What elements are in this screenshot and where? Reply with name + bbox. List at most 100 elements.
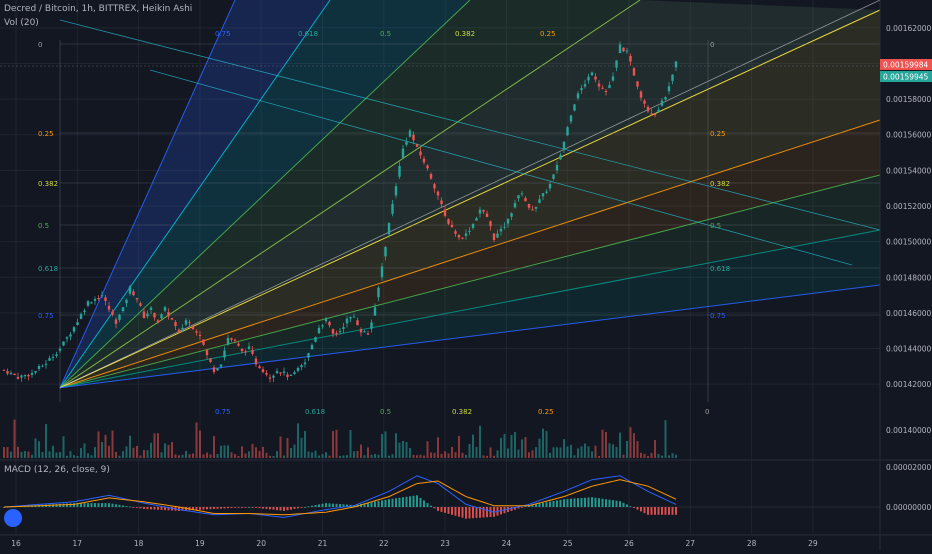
volume-bar bbox=[668, 455, 670, 458]
candle-body bbox=[6, 371, 9, 374]
candle-body bbox=[121, 307, 125, 312]
volume-bar bbox=[188, 454, 191, 458]
volume-bar bbox=[293, 444, 296, 458]
volume-bar bbox=[139, 455, 142, 458]
volume-bar bbox=[636, 441, 639, 458]
volume-bar bbox=[615, 447, 618, 458]
candle-body bbox=[293, 372, 296, 374]
volume-bar bbox=[48, 451, 51, 458]
symbol-title[interactable]: Decred / Bitcoin, 1h, BITTREX, Heikin As… bbox=[4, 4, 193, 14]
macd-histogram-bar bbox=[223, 507, 226, 509]
volume-bar bbox=[153, 433, 156, 458]
volume-bar bbox=[328, 455, 331, 458]
volume-bar bbox=[496, 450, 499, 458]
candle-body bbox=[391, 203, 394, 214]
fib-label-left: 0 bbox=[38, 41, 42, 49]
candle-body bbox=[272, 375, 275, 378]
macd-histogram-bar bbox=[531, 504, 534, 507]
volume-bar bbox=[20, 451, 23, 458]
volume-bar bbox=[661, 455, 663, 458]
candle-body bbox=[76, 322, 79, 326]
fib-label-left: 0.25 bbox=[38, 130, 54, 138]
macd-histogram-bar bbox=[542, 502, 544, 507]
volume-bar bbox=[650, 452, 653, 458]
candle-body bbox=[671, 74, 674, 81]
volume-bar bbox=[545, 430, 548, 458]
candle-body bbox=[48, 358, 51, 361]
candle-body bbox=[282, 371, 286, 373]
macd-histogram-bar bbox=[153, 507, 156, 510]
volume-bar bbox=[321, 454, 324, 458]
macd-histogram-bar bbox=[290, 507, 292, 510]
volume-bar bbox=[335, 429, 338, 458]
candle-body bbox=[139, 303, 142, 306]
macd-legend[interactable]: MACD (12, 26, close, 9) bbox=[4, 465, 110, 475]
volume-bar bbox=[391, 454, 394, 458]
macd-histogram-bar bbox=[69, 503, 72, 507]
candle-body bbox=[436, 191, 440, 196]
fib-label-top: 0.618 bbox=[298, 30, 318, 38]
volume-bars bbox=[3, 419, 677, 458]
price-badges: 0.00159984 0.00159945 bbox=[880, 59, 932, 82]
candle-body bbox=[181, 327, 184, 330]
candle-body bbox=[317, 327, 321, 334]
volume-bar bbox=[559, 447, 562, 458]
macd-histogram-bar bbox=[115, 504, 117, 507]
candle-body bbox=[174, 322, 177, 327]
macd-histogram-bar bbox=[570, 498, 572, 507]
candle-body bbox=[373, 307, 377, 316]
candle-body bbox=[34, 371, 37, 373]
candle-body bbox=[664, 97, 667, 100]
candle-body bbox=[555, 164, 559, 171]
candle-body bbox=[265, 372, 268, 375]
volume-bar bbox=[111, 430, 114, 458]
macd-histogram-bar bbox=[143, 507, 145, 509]
volume-bar bbox=[279, 436, 282, 458]
candle-body bbox=[541, 193, 545, 197]
volume-bar bbox=[97, 431, 100, 458]
macd-histogram-bar bbox=[416, 495, 418, 507]
candle-body bbox=[674, 61, 678, 68]
macd-histogram-bar bbox=[321, 503, 324, 507]
candle-body bbox=[485, 213, 489, 217]
macd-histogram-bar bbox=[202, 507, 205, 510]
macd-histogram-bar bbox=[216, 507, 219, 509]
fib-fan-line bbox=[59, 0, 641, 389]
candle-body bbox=[216, 368, 219, 371]
macd-histogram-bar bbox=[552, 500, 555, 507]
candle-body bbox=[345, 318, 349, 324]
volume-bar bbox=[45, 424, 47, 458]
candle-body bbox=[503, 226, 506, 228]
time-tick-label: 28 bbox=[747, 539, 757, 548]
volume-bar bbox=[402, 440, 404, 458]
macd-histogram-bar bbox=[461, 507, 464, 518]
fib-label-right: 0.5 bbox=[710, 222, 721, 230]
macd-histogram-bar bbox=[150, 507, 152, 510]
last-price-badge-green bbox=[880, 71, 932, 82]
macd-histogram-bar bbox=[139, 507, 142, 509]
tradingview-logo[interactable] bbox=[4, 509, 22, 527]
volume-bar bbox=[430, 452, 432, 458]
fib-label-right: 0 bbox=[710, 41, 714, 49]
macd-histogram-bar bbox=[584, 497, 586, 507]
macd-histogram-bar bbox=[234, 507, 236, 508]
fib-label-right: 0.25 bbox=[710, 130, 726, 138]
candle-body bbox=[307, 353, 310, 358]
volume-bar bbox=[66, 455, 68, 458]
volume-bar bbox=[605, 432, 607, 458]
volume-legend[interactable]: Vol (20) bbox=[4, 18, 39, 28]
macd-histogram-bar bbox=[132, 507, 135, 508]
volume-bar bbox=[626, 441, 628, 458]
volume-bar bbox=[83, 443, 86, 458]
macd-histogram-bar bbox=[538, 503, 541, 507]
candle-body bbox=[527, 203, 531, 208]
macd-histogram-bar bbox=[671, 507, 674, 515]
volume-bar bbox=[426, 441, 429, 458]
candle-body bbox=[573, 104, 576, 111]
price-tick-label: 0.00144000 bbox=[886, 345, 932, 354]
volume-bar bbox=[34, 438, 37, 458]
time-tick-label: 27 bbox=[686, 539, 696, 548]
time-tick-label: 23 bbox=[440, 539, 450, 548]
